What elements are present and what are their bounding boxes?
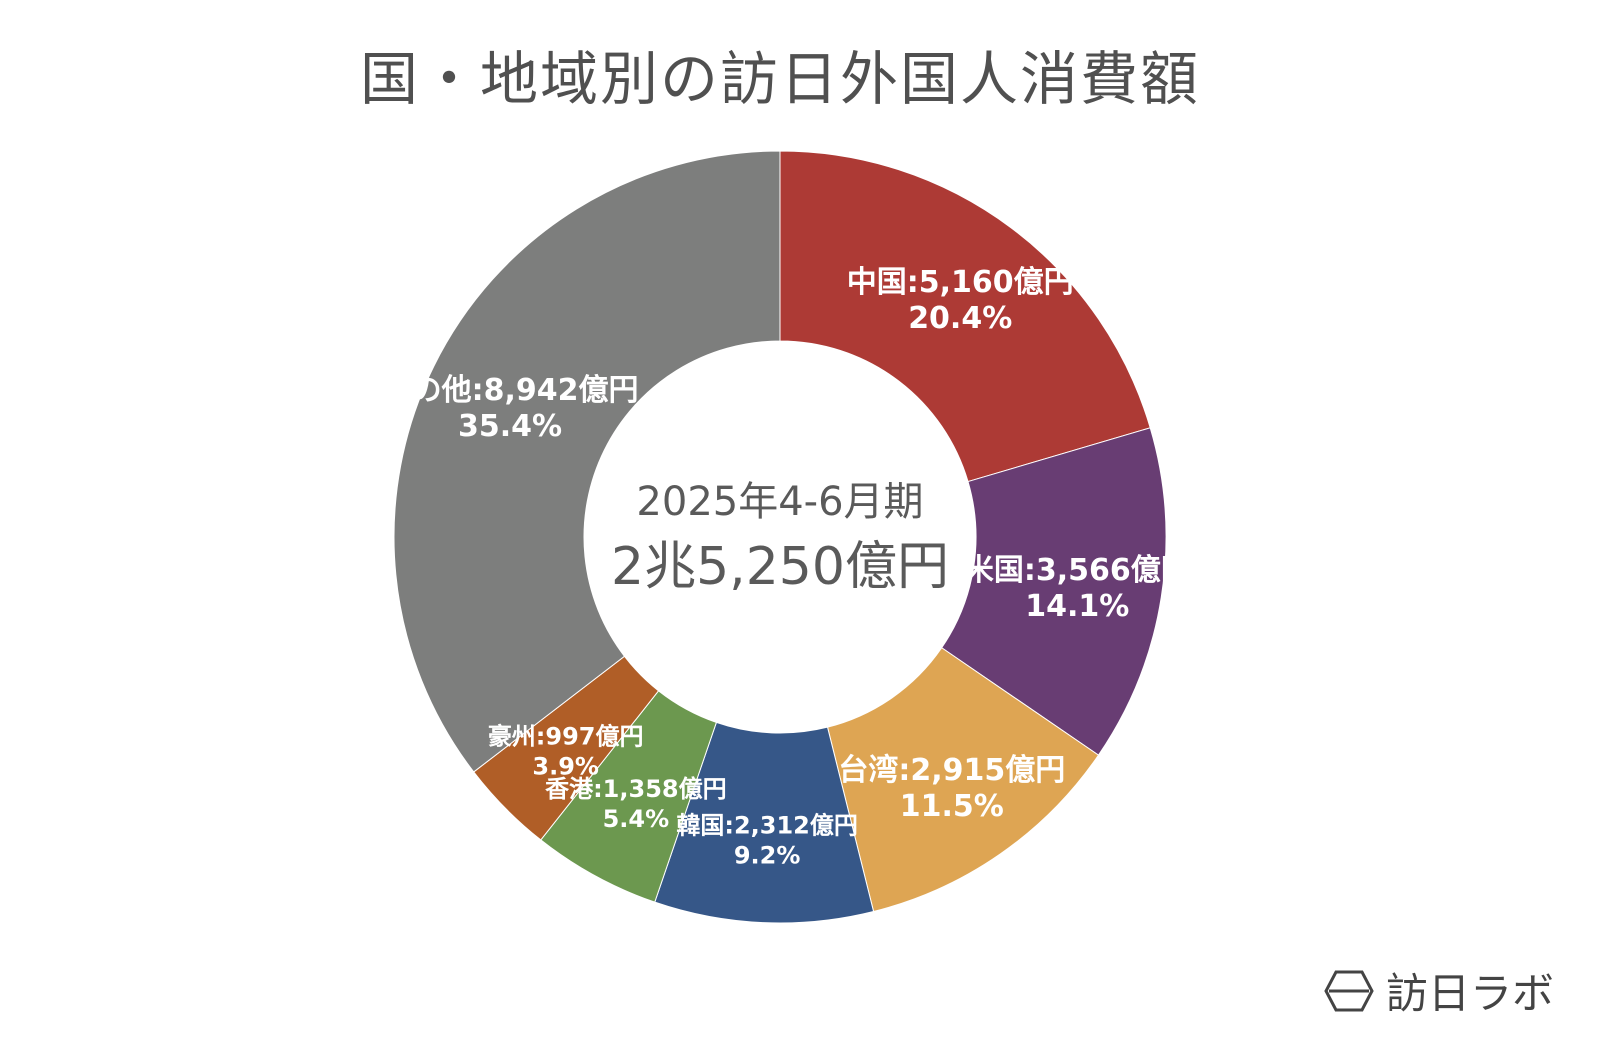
hexagon-logo-icon bbox=[1324, 970, 1374, 1011]
slice-percent-4: 5.4% bbox=[603, 805, 670, 833]
center-total: 2兆5,250億円 bbox=[611, 537, 949, 597]
slice-label-5: 豪州:997億円 bbox=[488, 722, 644, 750]
slice-label-2: 台湾:2,915億円 bbox=[838, 753, 1065, 788]
slice-label-4: 香港:1,358億円 bbox=[545, 775, 727, 803]
donut-slices bbox=[393, 150, 1167, 924]
slice-label-0: 中国:5,160億円 bbox=[847, 265, 1074, 300]
slice-1 bbox=[941, 427, 1167, 756]
slice-0 bbox=[779, 150, 1151, 483]
slice-label-6: その他:8,942億円 bbox=[382, 373, 639, 408]
slice-6 bbox=[393, 150, 781, 773]
brand-logo: 訪日ラボ bbox=[1324, 960, 1554, 1021]
brand-name: 訪日ラボ bbox=[1385, 969, 1554, 1018]
slice-2 bbox=[826, 647, 1100, 913]
slice-percent-0: 20.4% bbox=[908, 301, 1012, 336]
slice-percent-5: 3.9% bbox=[532, 752, 599, 780]
slice-label-3: 韓国:2,312億円 bbox=[676, 812, 858, 840]
slice-percent-3: 9.2% bbox=[734, 842, 801, 870]
chart-title: 国・地域別の訪日外国人消費額 bbox=[359, 45, 1200, 113]
slice-percent-6: 35.4% bbox=[458, 409, 562, 444]
center-period: 2025年4-6月期 bbox=[636, 479, 923, 525]
slice-label-1: 米国:3,566億円 bbox=[964, 553, 1191, 588]
slice-percent-2: 11.5% bbox=[900, 789, 1004, 824]
slice-percent-1: 14.1% bbox=[1025, 589, 1129, 624]
